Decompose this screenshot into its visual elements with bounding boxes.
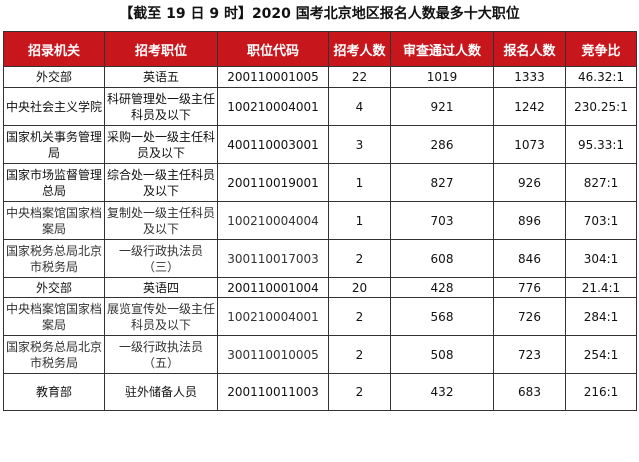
agency-cell: 外交部 bbox=[3, 66, 105, 88]
applicants-cell: 1242 bbox=[493, 87, 566, 126]
col-header-quota: 招考人数 bbox=[328, 31, 391, 67]
ratio-cell: 95.33:1 bbox=[565, 125, 637, 164]
agency-cell: 中央档案馆国家档案局 bbox=[3, 297, 105, 336]
col-header-code: 职位代码 bbox=[217, 31, 329, 67]
position-cell: 采购一处一级主任科员及以下 bbox=[104, 125, 218, 164]
col-header-applicants: 报名人数 bbox=[493, 31, 566, 67]
ranking-table: 招录机关 招考职位 职位代码 招考人数 审查通过人数 报名人数 竞争比 外交部 … bbox=[3, 31, 637, 411]
code-cell: 300110010005 bbox=[217, 335, 329, 374]
applicants-cell: 896 bbox=[493, 201, 566, 240]
table-row: 国家税务总局北京市税务局 一级行政执法员（三） 300110017003 2 6… bbox=[3, 239, 637, 278]
position-cell: 展览宣传处一级主任科员及以下 bbox=[104, 297, 218, 336]
quota-cell: 1 bbox=[328, 201, 391, 240]
applicants-cell: 776 bbox=[493, 277, 566, 298]
approved-cell: 286 bbox=[390, 125, 494, 164]
page-title: 【截至 19 日 9 时】2020 国考北京地区报名人数最多十大职位 bbox=[119, 6, 520, 22]
table-row: 中央社会主义学院 科研管理处一级主任科员及以下 100210004001 4 9… bbox=[3, 87, 637, 126]
col-header-agency: 招录机关 bbox=[3, 31, 105, 67]
approved-cell: 921 bbox=[390, 87, 494, 126]
approved-cell: 508 bbox=[390, 335, 494, 374]
code-cell: 200110001004 bbox=[217, 277, 329, 298]
approved-cell: 428 bbox=[390, 277, 494, 298]
agency-cell: 国家市场监督管理总局 bbox=[3, 163, 105, 202]
approved-cell: 432 bbox=[390, 373, 494, 411]
approved-cell: 703 bbox=[390, 201, 494, 240]
table-row: 国家机关事务管理局 采购一处一级主任科员及以下 400110003001 3 2… bbox=[3, 125, 637, 164]
position-cell: 驻外储备人员 bbox=[104, 373, 218, 411]
applicants-cell: 1073 bbox=[493, 125, 566, 164]
code-cell: 200110001005 bbox=[217, 66, 329, 88]
quota-cell: 2 bbox=[328, 239, 391, 278]
quota-cell: 2 bbox=[328, 297, 391, 336]
agency-cell: 教育部 bbox=[3, 373, 105, 411]
ratio-cell: 21.4:1 bbox=[565, 277, 637, 298]
agency-cell: 中央社会主义学院 bbox=[3, 87, 105, 126]
table-row: 中央档案馆国家档案局 复制处一级主任科员及以下 100210004004 1 7… bbox=[3, 201, 637, 240]
applicants-cell: 846 bbox=[493, 239, 566, 278]
applicants-cell: 683 bbox=[493, 373, 566, 411]
code-cell: 400110003001 bbox=[217, 125, 329, 164]
agency-cell: 外交部 bbox=[3, 277, 105, 298]
applicants-cell: 926 bbox=[493, 163, 566, 202]
ratio-cell: 827:1 bbox=[565, 163, 637, 202]
ratio-cell: 46.32:1 bbox=[565, 66, 637, 88]
quota-cell: 20 bbox=[328, 277, 391, 298]
code-cell: 300110017003 bbox=[217, 239, 329, 278]
position-cell: 英语四 bbox=[104, 277, 218, 298]
header-row: 招录机关 招考职位 职位代码 招考人数 审查通过人数 报名人数 竞争比 bbox=[3, 31, 637, 67]
code-cell: 100210004001 bbox=[217, 87, 329, 126]
table-row: 外交部 英语五 200110001005 22 1019 1333 46.32:… bbox=[3, 66, 637, 88]
position-cell: 复制处一级主任科员及以下 bbox=[104, 201, 218, 240]
approved-cell: 1019 bbox=[390, 66, 494, 88]
agency-cell: 国家税务总局北京市税务局 bbox=[3, 239, 105, 278]
table-row: 国家市场监督管理总局 综合处一级主任科员及以下 200110019001 1 8… bbox=[3, 163, 637, 202]
agency-cell: 中央档案馆国家档案局 bbox=[3, 201, 105, 240]
ratio-cell: 230.25:1 bbox=[565, 87, 637, 126]
ratio-cell: 254:1 bbox=[565, 335, 637, 374]
quota-cell: 2 bbox=[328, 373, 391, 411]
position-cell: 一级行政执法员（三） bbox=[104, 239, 218, 278]
ratio-cell: 703:1 bbox=[565, 201, 637, 240]
col-header-approved: 审查通过人数 bbox=[390, 31, 494, 67]
code-cell: 200110011003 bbox=[217, 373, 329, 411]
ratio-cell: 216:1 bbox=[565, 373, 637, 411]
table-row: 外交部 英语四 200110001004 20 428 776 21.4:1 bbox=[3, 277, 637, 298]
col-header-ratio: 竞争比 bbox=[565, 31, 637, 67]
table-row: 教育部 驻外储备人员 200110011003 2 432 683 216:1 bbox=[3, 373, 637, 411]
col-header-position: 招考职位 bbox=[104, 31, 218, 67]
code-cell: 100210004004 bbox=[217, 201, 329, 240]
applicants-cell: 726 bbox=[493, 297, 566, 336]
table-row: 国家税务总局北京市税务局 一级行政执法员（五） 300110010005 2 5… bbox=[3, 335, 637, 374]
agency-cell: 国家机关事务管理局 bbox=[3, 125, 105, 164]
quota-cell: 4 bbox=[328, 87, 391, 126]
quota-cell: 2 bbox=[328, 335, 391, 374]
applicants-cell: 1333 bbox=[493, 66, 566, 88]
ratio-cell: 304:1 bbox=[565, 239, 637, 278]
approved-cell: 827 bbox=[390, 163, 494, 202]
position-cell: 科研管理处一级主任科员及以下 bbox=[104, 87, 218, 126]
code-cell: 100210004001 bbox=[217, 297, 329, 336]
table-row: 中央档案馆国家档案局 展览宣传处一级主任科员及以下 100210004001 2… bbox=[3, 297, 637, 336]
quota-cell: 3 bbox=[328, 125, 391, 164]
approved-cell: 568 bbox=[390, 297, 494, 336]
agency-cell: 国家税务总局北京市税务局 bbox=[3, 335, 105, 374]
position-cell: 一级行政执法员（五） bbox=[104, 335, 218, 374]
applicants-cell: 723 bbox=[493, 335, 566, 374]
approved-cell: 608 bbox=[390, 239, 494, 278]
code-cell: 200110019001 bbox=[217, 163, 329, 202]
quota-cell: 1 bbox=[328, 163, 391, 202]
quota-cell: 22 bbox=[328, 66, 391, 88]
position-cell: 综合处一级主任科员及以下 bbox=[104, 163, 218, 202]
position-cell: 英语五 bbox=[104, 66, 218, 88]
ratio-cell: 284:1 bbox=[565, 297, 637, 336]
